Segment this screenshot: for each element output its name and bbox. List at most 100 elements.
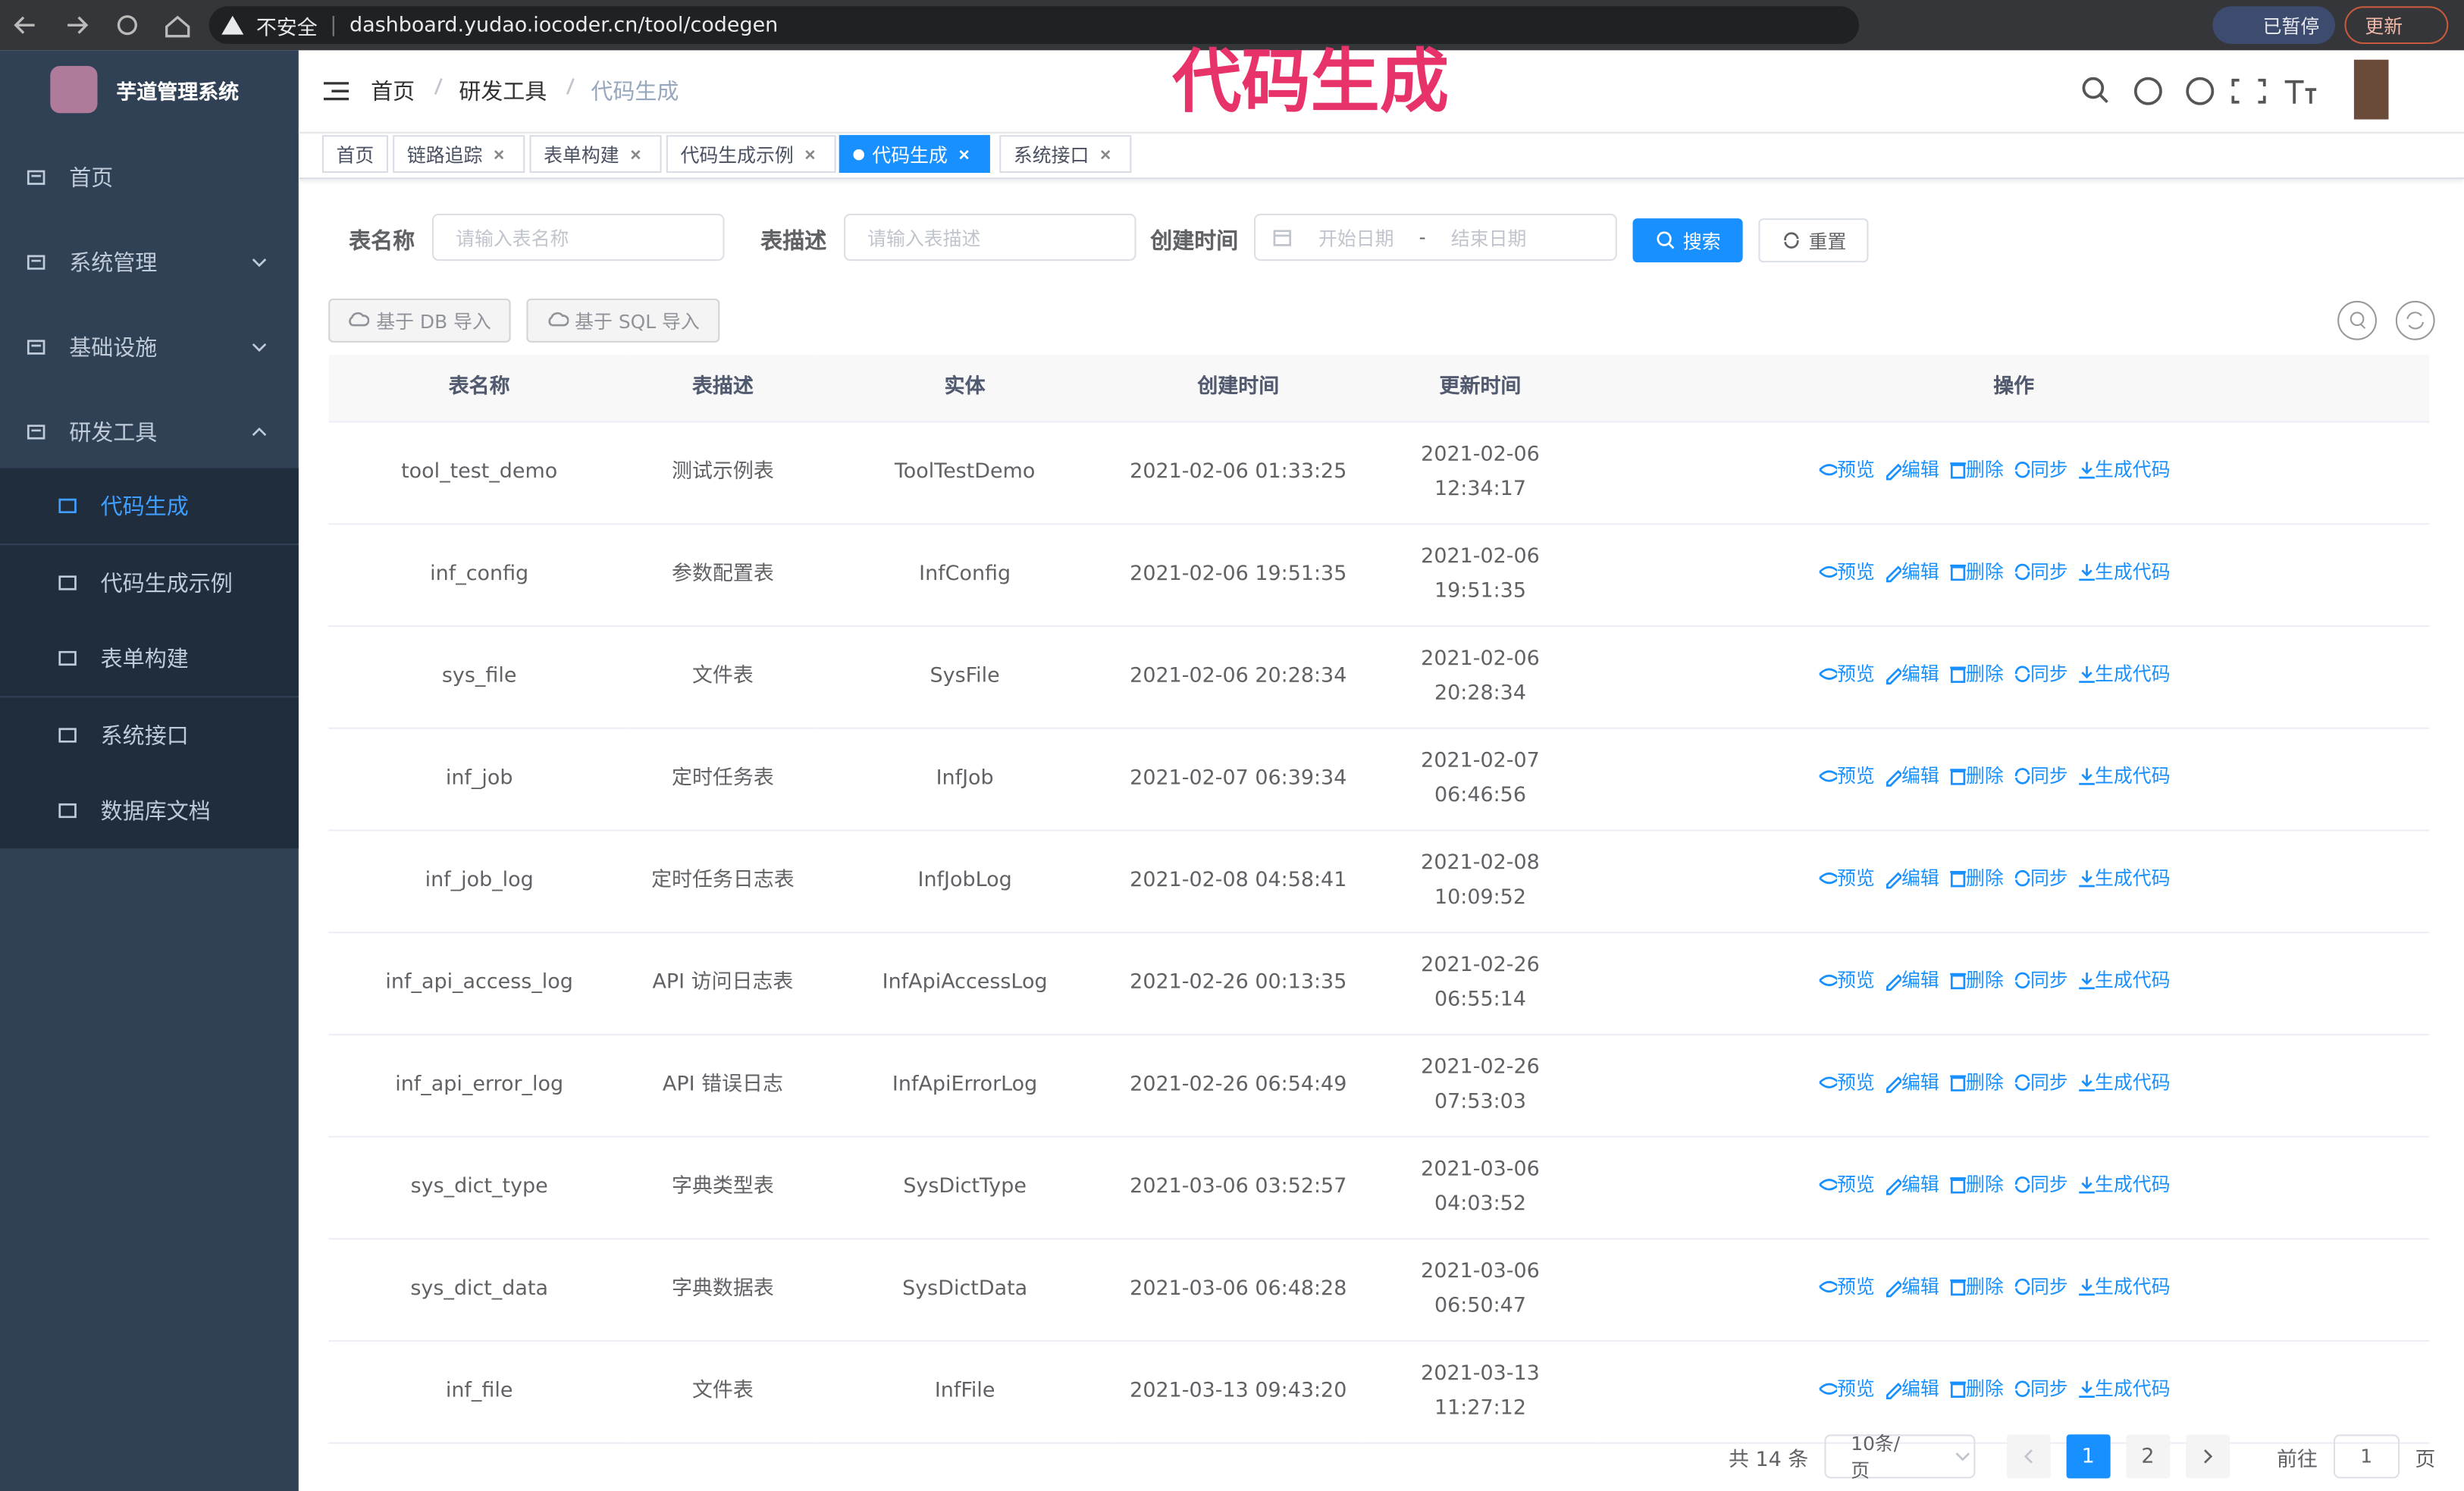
- import-button[interactable]: 基于 DB 导入: [328, 298, 511, 343]
- action-link[interactable]: 删除: [1947, 963, 2004, 998]
- action-link[interactable]: 预览: [1818, 555, 1875, 590]
- cell: inf_config: [328, 524, 631, 628]
- action-link[interactable]: 删除: [1947, 555, 2004, 590]
- date-range[interactable]: 开始日期 - 结束日期: [1254, 213, 1617, 262]
- action-link[interactable]: 生成代码: [2076, 656, 2171, 691]
- submenu-item[interactable]: 表单构建: [0, 620, 299, 697]
- action-link[interactable]: 同步: [2011, 1371, 2068, 1406]
- cell: 2021-02-26 00:13:35: [1114, 932, 1363, 1035]
- reset-button[interactable]: 重置: [1758, 218, 1869, 263]
- action-link[interactable]: 编辑: [1882, 1167, 1939, 1202]
- next-button[interactable]: [2185, 1434, 2230, 1479]
- action-link[interactable]: 生成代码: [2076, 1270, 2171, 1305]
- action-link[interactable]: 预览: [1818, 1167, 1875, 1202]
- action-link[interactable]: 同步: [2011, 1270, 2068, 1305]
- action-link[interactable]: 预览: [1818, 1371, 1875, 1406]
- avatar[interactable]: [2353, 59, 2389, 120]
- action-link[interactable]: 生成代码: [2076, 759, 2171, 794]
- action-link[interactable]: 生成代码: [2076, 555, 2171, 590]
- action-link[interactable]: 同步: [2011, 861, 2068, 896]
- menu-item[interactable]: 系统管理: [0, 220, 299, 305]
- text-input[interactable]: 请输入表名称: [431, 213, 725, 262]
- action-label: 生成代码: [2095, 1071, 2171, 1094]
- action-link[interactable]: 同步: [2011, 656, 2068, 691]
- action-link[interactable]: 同步: [2011, 1065, 2068, 1100]
- action-link[interactable]: 预览: [1818, 963, 1875, 998]
- action-label: 生成代码: [2095, 1377, 2171, 1400]
- action-link[interactable]: 编辑: [1882, 963, 1939, 998]
- menu-item[interactable]: 研发工具: [0, 390, 299, 475]
- tag[interactable]: 代码生成示例: [666, 135, 836, 173]
- tag[interactable]: 首页: [321, 135, 388, 173]
- action-link[interactable]: 预览: [1818, 453, 1875, 487]
- action-link[interactable]: 同步: [2011, 453, 2068, 487]
- update-button[interactable]: 更新: [2344, 6, 2449, 45]
- menu-item[interactable]: 首页: [0, 135, 299, 220]
- header-icons[interactable]: [2080, 74, 2332, 108]
- search-button[interactable]: 搜索: [1632, 218, 1743, 263]
- action-link[interactable]: 删除: [1947, 759, 2004, 794]
- action-link[interactable]: 预览: [1818, 759, 1875, 794]
- submenu-item[interactable]: 代码生成: [0, 468, 299, 544]
- action-link[interactable]: 生成代码: [2076, 861, 2171, 896]
- action-link[interactable]: 预览: [1818, 656, 1875, 691]
- action-link[interactable]: 编辑: [1882, 1270, 1939, 1305]
- action-link[interactable]: 同步: [2011, 759, 2068, 794]
- action-link[interactable]: 预览: [1818, 1065, 1875, 1100]
- submenu-item[interactable]: 代码生成示例: [0, 544, 299, 620]
- action-link[interactable]: 预览: [1818, 1270, 1875, 1305]
- action-link[interactable]: 删除: [1947, 1371, 2004, 1406]
- action-label: 生成代码: [2095, 459, 2171, 481]
- menu-item[interactable]: 基础设施: [0, 305, 299, 390]
- action-link[interactable]: 编辑: [1882, 656, 1939, 691]
- action-link[interactable]: 编辑: [1882, 861, 1939, 896]
- submenu-item[interactable]: 系统接口: [0, 697, 299, 772]
- action-link[interactable]: 编辑: [1882, 453, 1939, 487]
- page-number[interactable]: 1: [2066, 1434, 2111, 1479]
- table-row: inf_file 文件表 InfFile 2021-03-13 09:43:20 202…: [328, 1341, 2430, 1444]
- action-link[interactable]: 编辑: [1882, 555, 1939, 590]
- icon: [1819, 1179, 1837, 1191]
- tag[interactable]: 链路追踪: [393, 135, 525, 173]
- action-link[interactable]: 删除: [1947, 1270, 2004, 1305]
- action-link[interactable]: 删除: [1947, 656, 2004, 691]
- action-link[interactable]: 删除: [1947, 453, 2004, 487]
- submenu-label: 代码生成: [100, 494, 189, 521]
- page-size-select[interactable]: 10条/页: [1824, 1433, 1975, 1482]
- table-tools[interactable]: [2335, 300, 2436, 341]
- breadcrumb-item[interactable]: 研发工具: [459, 80, 547, 105]
- hamburger[interactable]: [323, 80, 350, 102]
- submenu-item[interactable]: 数据库文档: [0, 772, 299, 849]
- action-link[interactable]: 同步: [2011, 963, 2068, 998]
- menu-label: 基础设施: [69, 336, 158, 362]
- action-label: 编辑: [1901, 1276, 1939, 1298]
- goto-input[interactable]: 1: [2333, 1434, 2400, 1479]
- text-input[interactable]: 请输入表描述: [844, 213, 1136, 262]
- tag[interactable]: 表单构建: [529, 135, 662, 173]
- action-link[interactable]: 生成代码: [2076, 453, 2171, 487]
- tag[interactable]: 代码生成: [839, 135, 990, 173]
- action-link[interactable]: 编辑: [1882, 1065, 1939, 1100]
- action-link[interactable]: 生成代码: [2076, 1371, 2171, 1406]
- import-button[interactable]: 基于 SQL 导入: [526, 298, 720, 343]
- profile-chip[interactable]: 已暂停: [2212, 6, 2336, 45]
- action-link[interactable]: 生成代码: [2076, 963, 2171, 998]
- nav-icons[interactable]: [13, 13, 202, 38]
- tag[interactable]: 系统接口: [999, 135, 1132, 173]
- tag-label: 代码生成: [872, 143, 948, 166]
- action-link[interactable]: 编辑: [1882, 759, 1939, 794]
- page-number[interactable]: 2: [2125, 1434, 2171, 1479]
- action-link[interactable]: 预览: [1818, 861, 1875, 896]
- action-link[interactable]: 编辑: [1882, 1371, 1939, 1406]
- address-bar[interactable]: 不安全 | dashboard.yudao.iocoder.cn/tool/co…: [208, 6, 1860, 45]
- action-link[interactable]: 同步: [2011, 1167, 2068, 1202]
- prev-button[interactable]: [2006, 1434, 2051, 1479]
- action-link[interactable]: 生成代码: [2076, 1167, 2171, 1202]
- action-link[interactable]: 生成代码: [2076, 1065, 2171, 1100]
- action-link[interactable]: 删除: [1947, 861, 2004, 896]
- breadcrumb-item[interactable]: 首页: [371, 80, 415, 105]
- action-link[interactable]: 删除: [1947, 1065, 2004, 1100]
- action-link[interactable]: 删除: [1947, 1167, 2004, 1202]
- action-link[interactable]: 同步: [2011, 555, 2068, 590]
- action-label: 编辑: [1901, 765, 1939, 788]
